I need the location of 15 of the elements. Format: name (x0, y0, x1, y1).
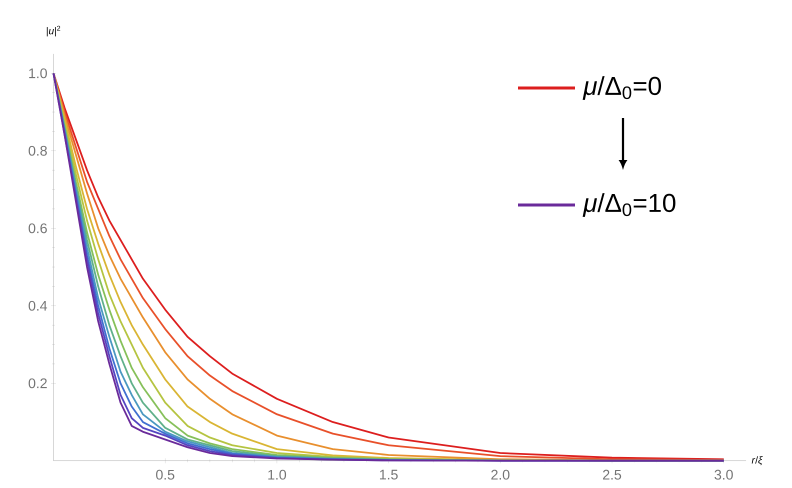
x-tick-label: 1.0 (268, 470, 286, 480)
x-tick-label: 3.0 (714, 470, 733, 480)
y-axis-title: |u|$^{2}$ (46, 26, 60, 36)
legend-label: μ/Δ$_{0}$=10 (582, 193, 676, 217)
y-tick-label: 0.8 (28, 146, 47, 156)
x-tick-label: 2.5 (603, 470, 622, 480)
x-axis-title: r/ξ (752, 456, 763, 466)
y-tick-label: 0.4 (28, 300, 48, 311)
y-tick-label: 0.2 (28, 378, 47, 388)
x-tick-label: 1.5 (380, 470, 398, 480)
x-tick-label: 2.0 (491, 470, 510, 480)
y-tick-label: 1.0 (29, 68, 47, 78)
legend-label: μ/Δ$_{0}$=0 (582, 76, 661, 100)
y-tick-label: 0.6 (28, 223, 47, 234)
x-tick-label: 0.5 (156, 470, 174, 480)
